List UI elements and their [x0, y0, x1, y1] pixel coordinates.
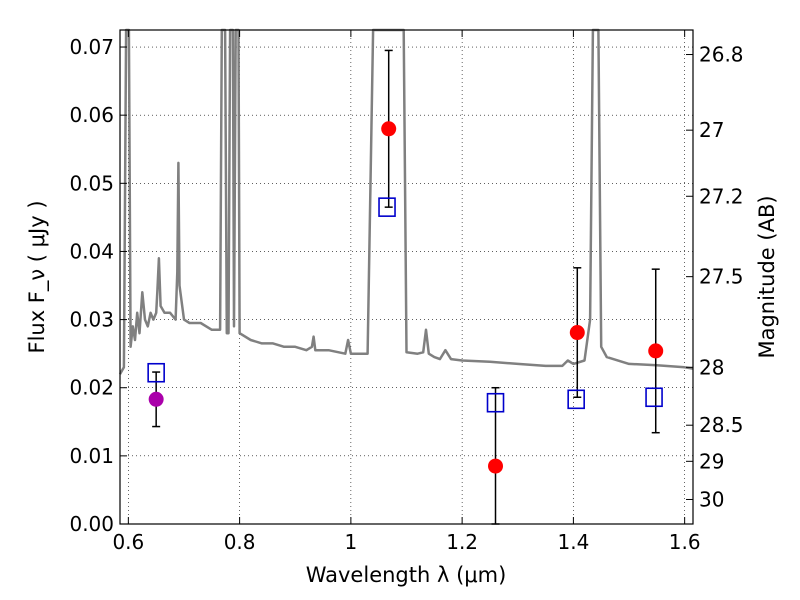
- model-spectrum-line: [118, 28, 694, 375]
- right-tick-label: 26.8: [699, 43, 744, 67]
- observed-flux-point: [648, 343, 664, 359]
- right-axis-label: Magnitude (AB): [755, 195, 779, 358]
- x-axis-label: Wavelength λ (μm): [306, 563, 507, 587]
- x-tick-label: 0.8: [224, 530, 256, 554]
- y-tick-label: 0.00: [69, 512, 114, 536]
- y-tick-label: 0.07: [69, 35, 114, 59]
- y-tick-label: 0.01: [69, 444, 114, 468]
- y-tick-label: 0.04: [69, 239, 114, 263]
- y-axis-label: Flux F_ν ( μJy ): [25, 200, 50, 353]
- x-tick-label: 1: [345, 530, 358, 554]
- model-photometry-square: [147, 362, 165, 383]
- model-photometry-square: [486, 392, 505, 413]
- observed-flux-point: [148, 391, 164, 407]
- right-tick-label: 27: [699, 118, 724, 142]
- model-photometry-square: [645, 387, 663, 408]
- model-photometry-square: [567, 389, 585, 410]
- observed-flux-point: [381, 121, 397, 137]
- tick-layer: 0.6 0.8 1 1.2 1.4 1.6 0.00 0.01 0.02 0.03 0.04 0.05…: [69, 30, 744, 554]
- marker-layer: [147, 121, 664, 474]
- y-tick-label: 0.02: [69, 376, 114, 400]
- right-tick-label: 27.5: [699, 265, 744, 289]
- model-photometry-square: [378, 197, 396, 217]
- observed-flux-point: [569, 325, 585, 341]
- x-tick-label: 1.2: [446, 530, 478, 554]
- right-tick-label: 28.5: [699, 413, 744, 437]
- y-tick-label: 0.03: [69, 308, 114, 332]
- right-tick-label: 30: [699, 487, 724, 511]
- right-tick-label: 29: [699, 449, 724, 473]
- x-tick-label: 1.6: [669, 530, 701, 554]
- y-tick-label: 0.05: [69, 171, 114, 195]
- x-tick-label: 0.6: [112, 530, 144, 554]
- observed-flux-point: [488, 458, 504, 474]
- y-tick-label: 0.06: [69, 103, 114, 127]
- right-tick-label: 27.2: [699, 184, 744, 208]
- spectrum-layer: [118, 28, 694, 375]
- right-tick-label: 28: [699, 355, 724, 379]
- x-tick-label: 1.4: [557, 530, 589, 554]
